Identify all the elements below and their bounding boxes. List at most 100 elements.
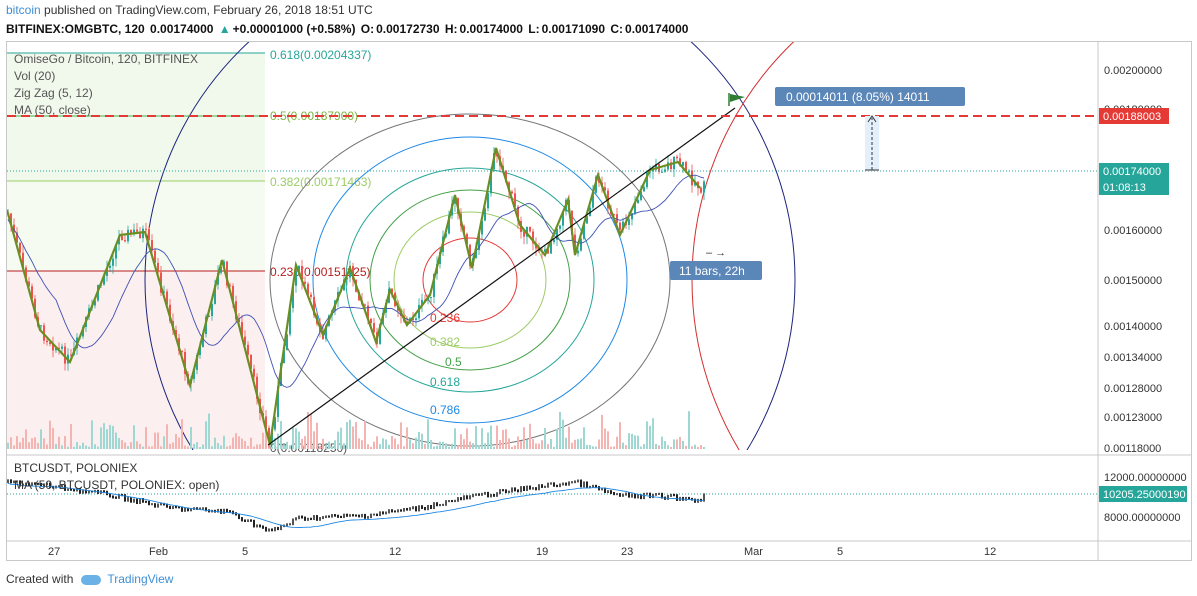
fib-circle-382[interactable] [393,211,547,349]
volume-bar [322,438,324,449]
btcusdt-candle [367,516,369,519]
volume-bar [325,444,327,449]
legend-ma[interactable]: MA (50, close) [14,103,91,117]
btcusdt-candle [160,502,162,506]
price-tick: 0.00123000 [1104,412,1162,424]
volume-bar [232,437,234,449]
volume-bar [19,442,21,449]
fib-circle-500[interactable] [369,189,571,371]
btcusdt-candle [157,503,159,508]
btcusdt-candle [34,482,36,485]
btcusdt-candle [634,493,636,499]
time-tick: 5 [242,546,248,558]
btcusdt-candle [580,479,582,488]
btcusdt-candle [628,492,630,498]
btcusdt-candle [16,480,18,483]
volume-bar [76,442,78,449]
volume-bar [94,444,96,449]
btcusdt-candle [496,492,498,497]
btcusdt-candle [340,515,342,519]
btcusdt-candle [544,485,546,488]
candle-body [127,229,129,242]
volume-bar [580,438,582,449]
fib-circle-236[interactable] [422,237,518,323]
volume-bar [670,446,672,449]
fib-arc-large-blue[interactable] [144,0,796,596]
candle-body [634,203,636,214]
legend-zigzag[interactable]: Zig Zag (5, 12) [14,86,93,100]
candle-body [532,231,534,244]
volume-bar [295,428,297,449]
btcusdt-candle [511,487,513,493]
bars-range-text: 11 bars, 22h [679,264,745,278]
btcusdt-candle [355,514,357,517]
volume-bar [676,439,678,449]
volume-bar [373,441,375,449]
volume-bar [559,411,561,449]
btcusdt-candle [262,525,264,529]
author-link[interactable]: bitcoin [6,3,41,17]
btcusdt-candle [562,482,564,486]
flag-icon[interactable] [728,93,745,106]
legend-title[interactable]: OmiseGo / Bitcoin, 120, BITFINEX [14,52,199,66]
volume-bar [61,445,63,449]
candle-body [16,232,18,243]
btcusdt-candle [364,513,366,519]
btcusdt-candle [688,496,690,500]
candle-body [277,385,279,418]
btcusdt-candle [238,513,240,520]
fib-circle-618[interactable] [345,167,595,393]
sub-pane-title[interactable]: BTCUSDT, POLONIEX [14,461,138,475]
volume-bar [142,446,144,449]
volume-bar [496,425,498,449]
btcusdt-candle [457,497,459,502]
btcusdt-candle [415,506,417,512]
volume-bar [646,421,648,449]
candle-body [517,206,519,221]
btcusdt-candle [259,524,261,528]
candle-body [166,291,168,305]
candle-body [232,285,234,302]
volume-bar [16,436,18,449]
trend-line[interactable] [267,107,736,446]
tradingview-link[interactable]: TradingView [107,572,174,586]
btcusdt-candle [223,508,225,514]
candle-body [523,231,525,237]
candle-body [619,222,621,230]
btcusdt-candle [322,516,324,520]
volume-bar [115,432,117,449]
candle-body [163,291,165,293]
candle-body [547,249,549,254]
price-tag-red [1099,108,1169,124]
time-tick: 27 [48,546,60,558]
time-axis[interactable]: 27 Feb 5 12 19 23 Mar 5 12 [48,546,996,558]
tradingview-logo-icon [81,574,102,585]
legend-vol[interactable]: Vol (20) [14,69,56,83]
fib-circle-label-618: 0.618 [430,375,460,389]
fib-circle-786[interactable] [312,136,628,424]
volume-bar [337,431,339,449]
volume-bar [112,425,114,449]
volume-bar [700,445,702,449]
time-tick: 12 [984,546,996,558]
price-tag-last-text: 0.00174000 [1103,166,1161,178]
candle-body [622,221,624,230]
zigzag-line [7,147,701,446]
btcusdt-candle [172,506,174,510]
fib-circle-1[interactable] [269,113,671,447]
candle-body [640,191,642,200]
candle-body [298,265,300,272]
volume-bar [598,439,600,449]
volume-bar [136,441,138,449]
volume-bar [634,435,636,449]
sub-pane-ma[interactable]: MA (50, BTCUSDT, POLONIEX: open) [14,478,220,492]
volume-bar [319,445,321,449]
btcusdt-candle [112,495,114,499]
btcusdt-candle [661,492,663,499]
btcusdt-candle [79,488,81,494]
volume-bar [499,439,501,449]
candle-body [286,334,288,351]
btcusdt-candle [403,507,405,512]
btcusdt-candle [127,497,129,502]
